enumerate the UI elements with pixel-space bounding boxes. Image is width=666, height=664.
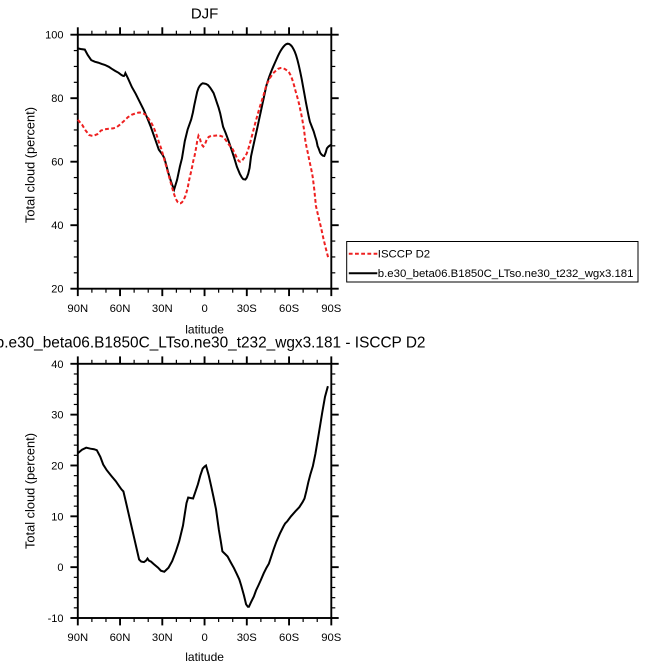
svg-text:latitude: latitude	[185, 323, 224, 337]
svg-text:100: 100	[45, 30, 63, 42]
svg-text:60S: 60S	[279, 303, 300, 315]
svg-text:latitude: latitude	[185, 650, 224, 664]
svg-text:40: 40	[51, 359, 63, 371]
svg-text:90S: 90S	[321, 303, 342, 315]
svg-text:30: 30	[51, 410, 63, 422]
svg-text:b.e30_beta06.B1850C_LTso.ne30_: b.e30_beta06.B1850C_LTso.ne30_t232_wgx3.…	[378, 268, 634, 280]
svg-text:90N: 90N	[67, 303, 88, 315]
svg-text:60S: 60S	[279, 632, 300, 644]
svg-text:80: 80	[51, 93, 63, 105]
svg-text:DJF: DJF	[191, 6, 219, 23]
svg-text:20: 20	[51, 461, 63, 473]
svg-text:60N: 60N	[110, 303, 131, 315]
svg-text:60: 60	[51, 157, 63, 169]
svg-text:0: 0	[201, 632, 207, 644]
svg-text:b.e30_beta06.B1850C_LTso.ne30_: b.e30_beta06.B1850C_LTso.ne30_t232_wgx3.…	[0, 334, 426, 351]
svg-text:Total cloud (percent): Total cloud (percent)	[23, 433, 38, 549]
svg-text:Total cloud (percent): Total cloud (percent)	[23, 107, 38, 223]
svg-text:0: 0	[201, 303, 207, 315]
svg-text:40: 40	[51, 220, 63, 232]
svg-text:60N: 60N	[110, 632, 131, 644]
svg-text:-10: -10	[48, 613, 64, 625]
svg-text:10: 10	[51, 511, 63, 523]
svg-text:30N: 30N	[152, 303, 173, 315]
svg-text:20: 20	[51, 284, 63, 296]
svg-text:30N: 30N	[152, 632, 173, 644]
svg-text:30S: 30S	[237, 303, 258, 315]
svg-text:30S: 30S	[237, 632, 258, 644]
svg-text:90N: 90N	[67, 632, 88, 644]
svg-text:90S: 90S	[321, 632, 342, 644]
svg-text:ISCCP D2: ISCCP D2	[378, 249, 430, 261]
svg-text:0: 0	[57, 562, 63, 574]
